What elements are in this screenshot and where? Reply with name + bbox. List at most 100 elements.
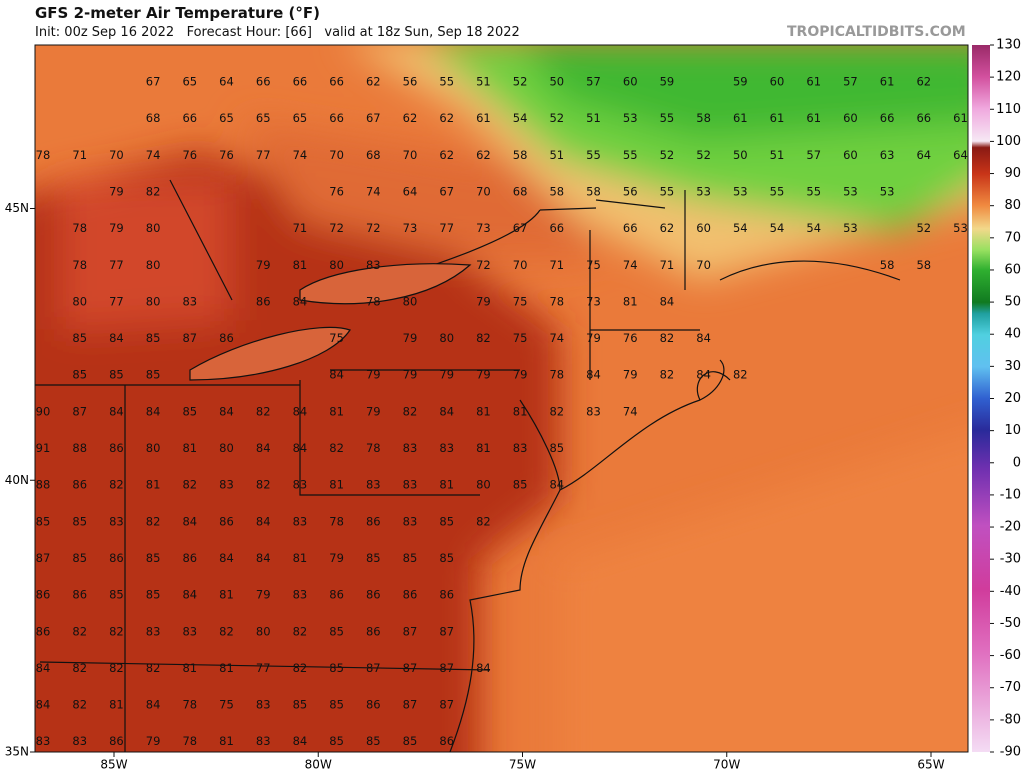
temperature-value: 83 bbox=[109, 514, 124, 528]
temperature-value: 86 bbox=[366, 698, 381, 712]
temperature-value: 57 bbox=[843, 75, 858, 89]
temperature-value: 60 bbox=[623, 75, 638, 89]
temperature-value: 65 bbox=[293, 111, 308, 125]
temperature-value: 66 bbox=[329, 111, 344, 125]
temperature-value: 84 bbox=[182, 514, 197, 528]
temperature-value: 79 bbox=[439, 368, 454, 382]
temperature-value: 70 bbox=[403, 148, 418, 162]
temperature-value: 83 bbox=[366, 258, 381, 272]
temperature-value: 78 bbox=[72, 258, 87, 272]
temperature-value: 68 bbox=[513, 184, 528, 198]
temperature-value: 52 bbox=[513, 75, 528, 89]
temperature-value: 86 bbox=[72, 478, 87, 492]
temperature-value: 74 bbox=[623, 404, 638, 418]
temperature-value: 83 bbox=[182, 294, 197, 308]
temperature-value: 75 bbox=[586, 258, 601, 272]
temperature-value: 83 bbox=[366, 478, 381, 492]
temperature-value: 85 bbox=[182, 404, 197, 418]
temperature-value: 82 bbox=[293, 624, 308, 638]
temperature-value: 71 bbox=[293, 221, 308, 235]
temperature-value: 80 bbox=[219, 441, 234, 455]
temperature-value: 75 bbox=[513, 331, 528, 345]
temperature-value: 51 bbox=[549, 148, 564, 162]
temperature-value: 87 bbox=[439, 661, 454, 675]
subtitle: Init: 00z Sep 16 2022 Forecast Hour: [66… bbox=[35, 25, 520, 40]
temperature-value: 85 bbox=[72, 514, 87, 528]
temperature-value: 82 bbox=[476, 331, 491, 345]
temperature-value: 86 bbox=[366, 624, 381, 638]
temperature-field bbox=[35, 45, 968, 752]
temperature-value: 83 bbox=[586, 404, 601, 418]
temperature-value: 85 bbox=[439, 514, 454, 528]
temperature-value: 72 bbox=[476, 258, 491, 272]
temperature-value: 86 bbox=[36, 624, 51, 638]
colorbar-label: -40 bbox=[1000, 584, 1021, 599]
colorbar-label: 10 bbox=[1004, 423, 1021, 438]
temperature-value: 82 bbox=[219, 624, 234, 638]
temperature-value: 55 bbox=[806, 184, 821, 198]
temperature-value: 77 bbox=[256, 661, 271, 675]
temperature-value: 84 bbox=[182, 588, 197, 602]
temperature-value: 84 bbox=[36, 698, 51, 712]
temperature-value: 81 bbox=[293, 258, 308, 272]
temperature-value: 82 bbox=[146, 514, 161, 528]
temperature-value: 79 bbox=[366, 368, 381, 382]
temperature-value: 53 bbox=[953, 221, 968, 235]
colorbar-label: 110 bbox=[996, 102, 1021, 117]
temperature-value: 54 bbox=[770, 221, 785, 235]
temperature-value: 79 bbox=[256, 588, 271, 602]
temperature-value: 79 bbox=[146, 734, 161, 748]
temperature-value: 71 bbox=[72, 148, 87, 162]
temperature-value: 82 bbox=[109, 661, 124, 675]
temperature-value: 73 bbox=[586, 294, 601, 308]
temperature-value: 83 bbox=[293, 514, 308, 528]
temperature-value: 54 bbox=[513, 111, 528, 125]
temperature-value: 83 bbox=[513, 441, 528, 455]
temperature-value: 62 bbox=[660, 221, 675, 235]
colorbar-label: -50 bbox=[1000, 616, 1021, 631]
temperature-value: 53 bbox=[733, 184, 748, 198]
temperature-value: 74 bbox=[549, 331, 564, 345]
lon-label: 85W bbox=[100, 758, 127, 772]
temperature-value: 85 bbox=[109, 368, 124, 382]
colorbar-label: -30 bbox=[1000, 552, 1021, 567]
temperature-value: 58 bbox=[549, 184, 564, 198]
colorbar-label: 40 bbox=[1004, 327, 1021, 342]
temperature-value: 81 bbox=[476, 441, 491, 455]
temperature-value: 75 bbox=[329, 331, 344, 345]
temperature-value: 52 bbox=[549, 111, 564, 125]
temperature-value: 74 bbox=[146, 148, 161, 162]
temperature-value: 72 bbox=[329, 221, 344, 235]
temperature-value: 84 bbox=[256, 514, 271, 528]
temperature-value: 87 bbox=[366, 661, 381, 675]
temperature-value: 76 bbox=[623, 331, 638, 345]
temperature-value: 79 bbox=[476, 368, 491, 382]
temperature-value: 77 bbox=[109, 294, 124, 308]
temperature-value: 55 bbox=[770, 184, 785, 198]
temperature-value: 85 bbox=[72, 368, 87, 382]
temperature-value: 79 bbox=[586, 331, 601, 345]
temperature-value: 70 bbox=[513, 258, 528, 272]
temperature-value: 61 bbox=[733, 111, 748, 125]
temperature-value: 80 bbox=[146, 294, 161, 308]
colorbar-label: -90 bbox=[1000, 745, 1021, 760]
temperature-value: 66 bbox=[916, 111, 931, 125]
temperature-value: 50 bbox=[549, 75, 564, 89]
temperature-value: 66 bbox=[293, 75, 308, 89]
temperature-value: 84 bbox=[256, 441, 271, 455]
temperature-value: 84 bbox=[696, 368, 711, 382]
temperature-value: 53 bbox=[880, 184, 895, 198]
temperature-value: 62 bbox=[439, 148, 454, 162]
temperature-value: 85 bbox=[403, 734, 418, 748]
temperature-value: 52 bbox=[660, 148, 675, 162]
lon-label: 80W bbox=[305, 758, 332, 772]
temperature-value: 68 bbox=[366, 148, 381, 162]
temperature-value: 55 bbox=[660, 184, 675, 198]
brand: TROPICALTIDBITS.COM bbox=[787, 24, 966, 40]
temperature-value: 82 bbox=[476, 514, 491, 528]
temperature-value: 86 bbox=[109, 441, 124, 455]
temperature-value: 87 bbox=[403, 698, 418, 712]
temperature-value: 82 bbox=[146, 661, 161, 675]
temperature-value: 83 bbox=[256, 698, 271, 712]
temperature-value: 60 bbox=[696, 221, 711, 235]
